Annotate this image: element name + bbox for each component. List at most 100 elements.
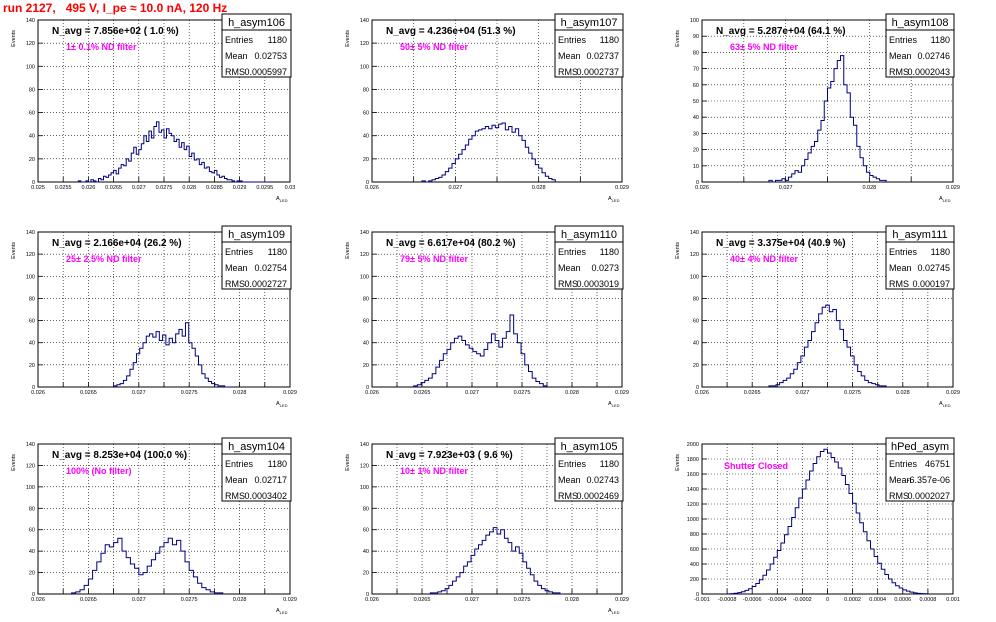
y-tick-label: 80 bbox=[29, 506, 35, 512]
filter-label: 63± 5% ND filter bbox=[730, 42, 798, 52]
stats-box-title: h_asym105 bbox=[561, 441, 618, 453]
histogram-line bbox=[768, 55, 887, 183]
y-tick-label: 100 bbox=[360, 274, 369, 280]
stats-box-title: h_asym104 bbox=[228, 441, 285, 453]
y-tick-label: 60 bbox=[29, 111, 35, 117]
stats-value-rms: 0.0002727 bbox=[244, 279, 287, 289]
y-tick-label: 120 bbox=[690, 252, 699, 258]
x-tick-label: 0.027 bbox=[132, 390, 146, 396]
stats-value-mean: 0.02717 bbox=[254, 475, 287, 485]
stats-value-entries: 1180 bbox=[268, 35, 287, 45]
stats-box: h_asym110 Entries 1180 Mean 0.0273 RMS0.00030… bbox=[554, 225, 624, 290]
y-tick-label: 0 bbox=[366, 385, 369, 391]
x-tick-label: 0.028 bbox=[233, 390, 247, 396]
stats-value-rms: 0.0005997 bbox=[244, 67, 287, 77]
histogram-line bbox=[429, 527, 564, 595]
stats-label-rms: RMS bbox=[225, 279, 245, 289]
y-tick-label: 140 bbox=[26, 442, 35, 448]
y-tick-label: 60 bbox=[29, 319, 35, 325]
stats-label-rms: RMS bbox=[558, 67, 578, 77]
stats-label-entries: Entries bbox=[225, 247, 254, 257]
x-axis-label-subscript: LED bbox=[280, 403, 288, 408]
y-tick-label: 80 bbox=[693, 50, 699, 56]
histogram-panel-h_asym110: 0 20 40 60 80 100 120 140 0.026 0.0265 0.027 0.0275… bbox=[345, 225, 629, 408]
stats-box: h_asym104 Entries 1180 Mean 0.02717 RMS 0.0003… bbox=[221, 437, 292, 502]
histogram-panel-h_asym111: 0 20 40 60 80 100 120 140 0.026 0.0265 0.027 0.0275… bbox=[675, 225, 960, 408]
stats-box-title: h_asym111 bbox=[892, 229, 947, 241]
y-tick-label: 200 bbox=[690, 577, 699, 583]
x-tick-label: 0.027 bbox=[796, 390, 810, 396]
stats-label-mean: Mean bbox=[889, 475, 912, 485]
y-tick-label: 20 bbox=[29, 157, 35, 163]
x-tick-label: 0.029 bbox=[615, 185, 629, 191]
y-tick-label: 60 bbox=[693, 319, 699, 325]
x-tick-label: 0.027 bbox=[465, 390, 479, 396]
x-tick-label: -0.0004 bbox=[768, 597, 787, 603]
x-tick-label: 0.029 bbox=[283, 390, 297, 396]
stats-box-title: h_asym106 bbox=[228, 17, 285, 29]
stats-value-mean: 0.02746 bbox=[917, 51, 950, 61]
stats-value-mean: -6.357e-06 bbox=[906, 475, 950, 485]
y-tick-label: 80 bbox=[693, 296, 699, 302]
histogram-line bbox=[71, 537, 224, 594]
y-tick-label: 20 bbox=[363, 571, 369, 577]
stats-box-title: h_asym110 bbox=[561, 229, 617, 241]
x-tick-label: 0.025 bbox=[31, 185, 45, 191]
y-tick-label: 20 bbox=[363, 157, 369, 163]
stats-box-frame bbox=[221, 13, 292, 78]
y-tick-label: 140 bbox=[26, 230, 35, 236]
stats-box-frame bbox=[554, 437, 624, 502]
stats-box: h_asym109 Entries 1180 Mean 0.02754 RMS 0.0002… bbox=[221, 225, 292, 290]
x-tick-label: 0.026 bbox=[31, 390, 45, 396]
stats-label-rms: RMS bbox=[225, 67, 245, 77]
x-tick-label: -0.0006 bbox=[743, 597, 762, 603]
y-tick-label: 120 bbox=[360, 463, 369, 469]
x-axis-label: ALED bbox=[608, 608, 620, 615]
x-axis-label: ALED bbox=[608, 401, 620, 408]
stats-value-rms: 0.0002043 bbox=[907, 67, 950, 77]
navg-label: N_avg = 5.287e+04 (64.1 %) bbox=[716, 26, 846, 37]
y-axis-label: Events bbox=[345, 30, 351, 47]
x-tick-label: 0.026 bbox=[695, 390, 709, 396]
y-tick-label: 40 bbox=[29, 134, 35, 140]
y-tick-label: 80 bbox=[363, 296, 369, 302]
x-tick-label: 0.0265 bbox=[414, 390, 431, 396]
x-tick-label: 0.0004 bbox=[869, 597, 886, 603]
y-axis-label: Events bbox=[675, 454, 681, 471]
stats-box-frame bbox=[885, 225, 955, 290]
x-tick-label: 0.0275 bbox=[844, 390, 861, 396]
x-tick-label: 0.029 bbox=[946, 185, 960, 191]
stats-label-mean: Mean bbox=[225, 475, 248, 485]
y-tick-label: 140 bbox=[360, 18, 369, 24]
y-tick-label: 120 bbox=[26, 463, 35, 469]
histogram-panel-h_asym106: 0 20 40 60 80 100 120 140 0.025 0.0255 0.026 0.0265… bbox=[11, 13, 295, 203]
stats-box: h_asym106 Entries 1180 Mean 0.02753 RMS 0.0005… bbox=[221, 13, 292, 78]
x-tick-label: 0.026 bbox=[365, 597, 379, 603]
stats-label-mean: Mean bbox=[558, 51, 581, 61]
stats-value-mean: 0.02737 bbox=[586, 51, 619, 61]
y-tick-label: 0 bbox=[366, 592, 369, 598]
x-tick-label: 0 bbox=[826, 597, 829, 603]
x-axis-label: ALED bbox=[939, 196, 951, 203]
x-axis-label-subscript: LED bbox=[943, 403, 951, 408]
stats-value-mean: 0.0273 bbox=[591, 263, 619, 273]
y-axis-label: Events bbox=[345, 242, 351, 259]
y-tick-label: 0 bbox=[32, 592, 35, 598]
x-tick-label: 0.029 bbox=[283, 597, 297, 603]
x-tick-label: 0.0006 bbox=[894, 597, 911, 603]
y-tick-label: 0 bbox=[696, 385, 699, 391]
stats-box: h_asym105 Entries 1180 Mean 0.02743 RMS0.0002… bbox=[554, 437, 624, 502]
x-tick-label: 0.0265 bbox=[105, 185, 122, 191]
stats-value-mean: 0.02753 bbox=[254, 51, 287, 61]
histogram-panel-h_asym104: 0 20 40 60 80 100 120 140 0.026 0.0265 0.027 0.0275… bbox=[11, 437, 297, 615]
y-tick-label: 60 bbox=[363, 111, 369, 117]
y-tick-label: 20 bbox=[363, 363, 369, 369]
x-axis-label: ALED bbox=[276, 196, 288, 203]
stats-value-rms: 0.0002469 bbox=[576, 491, 619, 501]
stats-box: h_asym107 Entries 1180 Mean 0.02737 RMS0.0002… bbox=[554, 13, 624, 78]
navg-label: N_avg = 4.236e+04 (51.3 %) bbox=[386, 26, 516, 37]
stats-label-rms: RMS bbox=[889, 491, 909, 501]
x-tick-label: 0.0265 bbox=[744, 390, 761, 396]
y-tick-label: 1000 bbox=[687, 517, 699, 523]
